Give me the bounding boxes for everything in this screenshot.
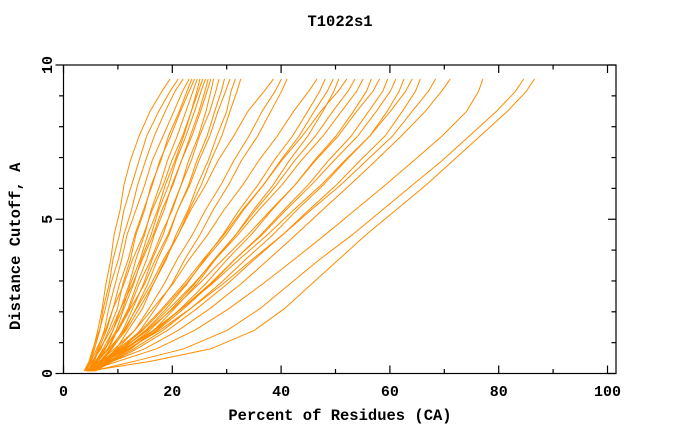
model-curve [85, 78, 274, 372]
model-curve [88, 78, 437, 372]
x-tick-label: 20 [163, 384, 181, 401]
model-curve [85, 78, 179, 372]
x-tick-label: 0 [59, 384, 68, 401]
model-curve [93, 78, 288, 372]
model-curve [92, 78, 525, 372]
x-axis-label: Percent of Residues (CA) [228, 407, 452, 425]
x-tick-label: 60 [381, 384, 399, 401]
model-curve [86, 78, 348, 372]
chart-title: T1022s1 [307, 13, 373, 31]
model-curve [91, 78, 215, 372]
model-curve [86, 78, 198, 372]
y-tick-label: 0 [40, 369, 57, 378]
model-curve [87, 78, 381, 372]
model-curve [93, 78, 236, 372]
model-curve [88, 78, 484, 372]
model-curve [89, 78, 536, 372]
y-axis-label: Distance Cutoff, A [7, 162, 25, 330]
model-curve [89, 78, 283, 372]
model-curve [89, 78, 196, 372]
model-curve [88, 78, 334, 372]
model-curve [88, 78, 220, 372]
model-curve [89, 78, 209, 372]
model-curve [89, 78, 397, 372]
model-curve [85, 78, 204, 372]
x-tick-label: 100 [594, 384, 621, 401]
y-tick-label: 10 [40, 56, 57, 74]
model-curve [87, 78, 318, 372]
model-curve [87, 78, 413, 372]
model-curve [83, 78, 184, 372]
model-curve [87, 78, 231, 372]
x-tick-label: 80 [490, 384, 508, 401]
x-tick-label: 40 [272, 384, 290, 401]
y-tick-label: 5 [40, 215, 57, 224]
model-curve [94, 78, 405, 372]
model-curve [86, 78, 212, 372]
model-curve [90, 78, 451, 372]
model-curve [94, 78, 340, 372]
